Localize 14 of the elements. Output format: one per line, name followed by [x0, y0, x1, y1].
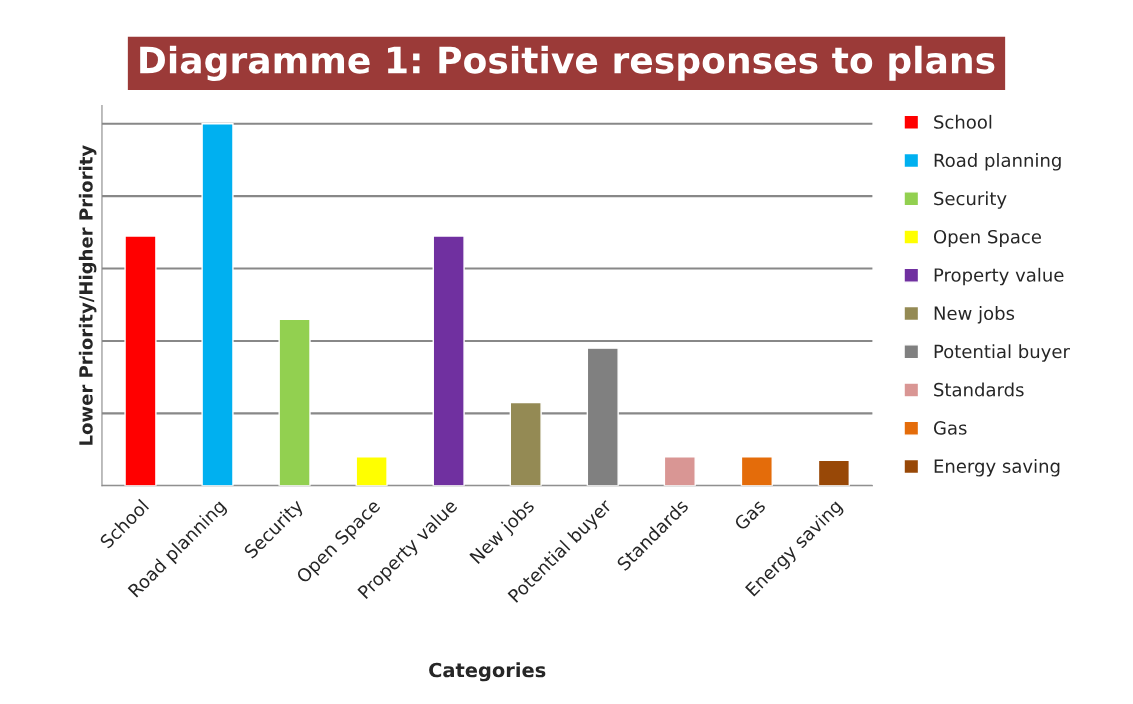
chart-title: Diagramme 1: Positive responses to plans [140, 45, 995, 81]
y-axis-title: Lower Priority/Higher Priority [78, 145, 97, 445]
legend-label: Road planning [934, 153, 1061, 171]
legend-label: Standards [934, 382, 1024, 397]
x-axis-title: Categories [429, 662, 546, 682]
legend-label: Potential buyer [934, 344, 1070, 362]
x-tick-label: Gas [733, 498, 767, 532]
legend-label: Open Space [933, 229, 1041, 248]
legend-label: School [934, 114, 992, 129]
legend-label: Security [934, 191, 1007, 209]
legend-label: New jobs [934, 306, 1015, 324]
legend-label: Energy saving [934, 459, 1060, 477]
legend-label: Gas [933, 421, 967, 435]
legend-label: Property value [934, 267, 1064, 286]
